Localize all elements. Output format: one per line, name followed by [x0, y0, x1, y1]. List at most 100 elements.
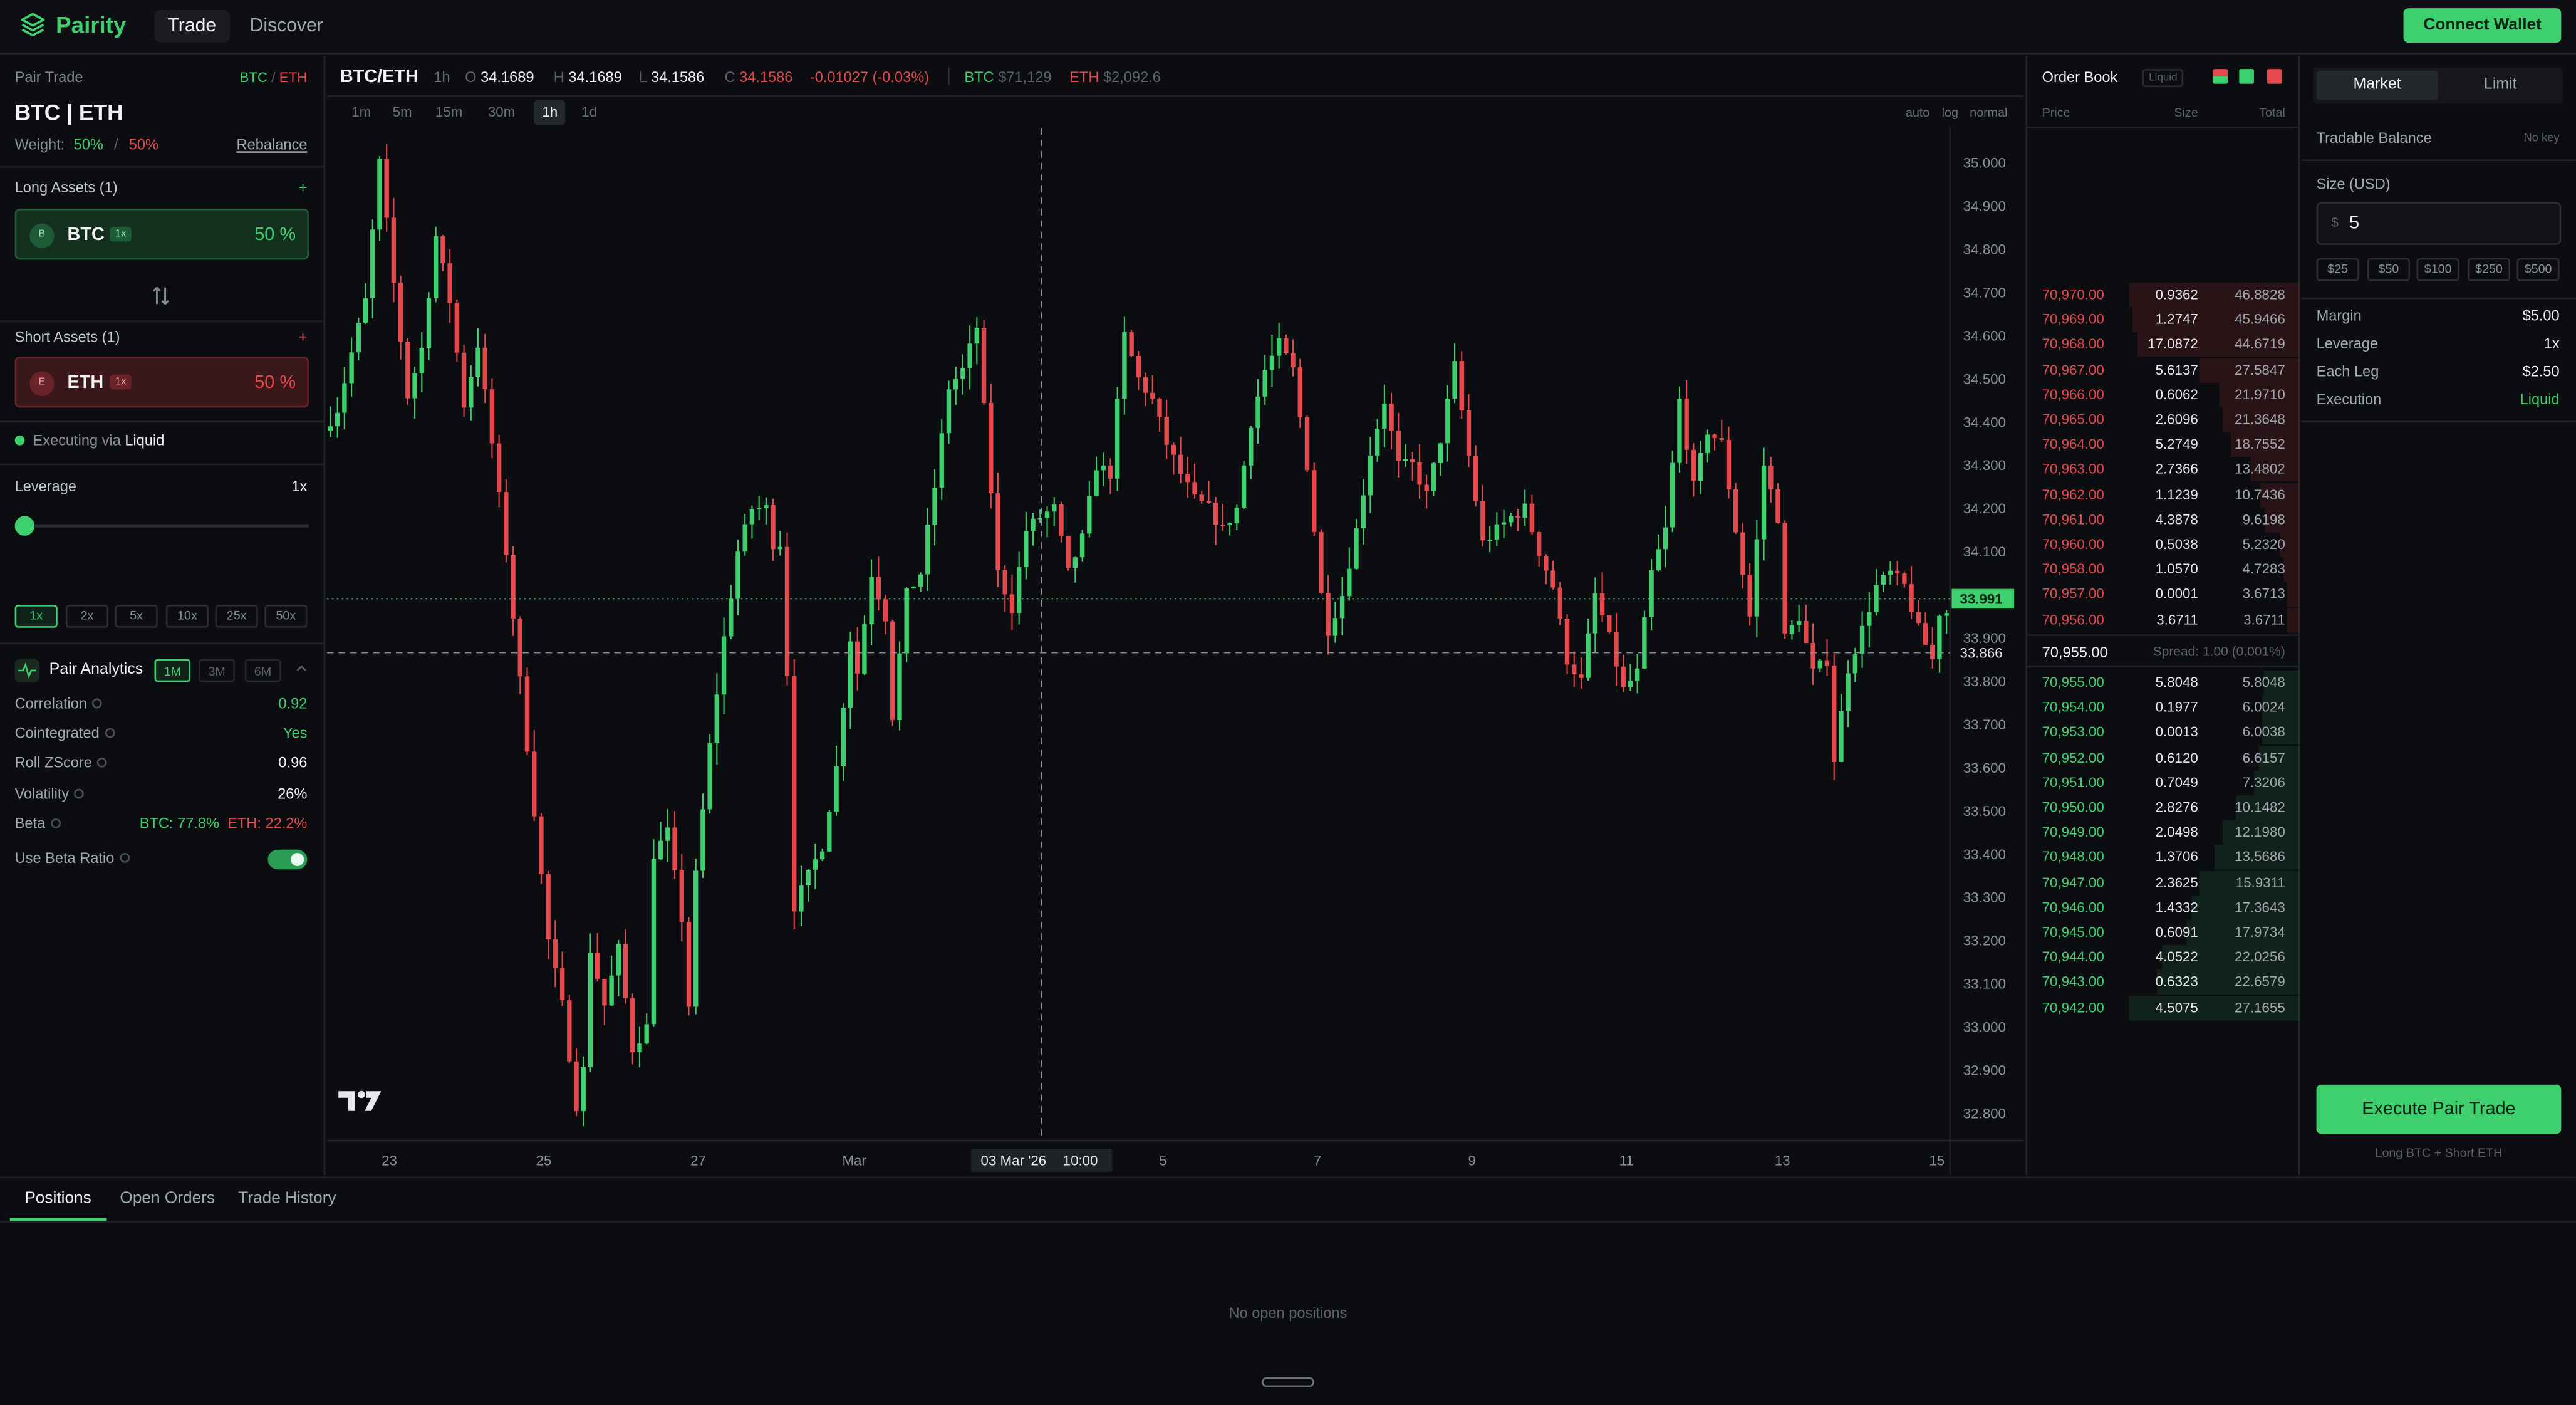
candle-body[interactable] — [1726, 440, 1732, 489]
ask-row[interactable]: 70,957.00 0.0001 3.6713 — [2027, 582, 2300, 607]
bid-row[interactable]: 70,948.00 1.3706 13.5686 — [2027, 845, 2300, 870]
tab-market[interactable]: Market — [2316, 70, 2438, 100]
candle-body[interactable] — [1249, 427, 1254, 466]
candle-body[interactable] — [1009, 594, 1015, 614]
candle-body[interactable] — [1178, 454, 1183, 474]
candle-body[interactable] — [391, 217, 397, 283]
candle-body[interactable] — [1480, 501, 1485, 541]
candle-body[interactable] — [1796, 621, 1802, 625]
bid-row[interactable]: 70,952.00 0.6120 6.6157 — [2027, 745, 2300, 770]
candle-body[interactable] — [1649, 570, 1654, 617]
candle-body[interactable] — [1466, 410, 1472, 456]
candle-body[interactable] — [1297, 367, 1302, 417]
candle-body[interactable] — [1417, 462, 1422, 485]
quick-size-25[interactable]: $25 — [2316, 258, 2359, 281]
candle-body[interactable] — [1852, 654, 1858, 674]
candle-body[interactable] — [377, 159, 382, 230]
bid-row[interactable]: 70,942.00 4.5075 27.1655 — [2027, 995, 2300, 1020]
candle-body[interactable] — [1916, 612, 1921, 624]
candle-body[interactable] — [1452, 361, 1457, 399]
candle-body[interactable] — [1276, 338, 1282, 356]
candle-body[interactable] — [672, 827, 677, 870]
ask-row[interactable]: 70,970.00 0.9362 46.8828 — [2027, 283, 2300, 308]
candle-body[interactable] — [1572, 664, 1577, 675]
candle-body[interactable] — [1072, 557, 1078, 568]
candle-body[interactable] — [447, 263, 452, 303]
candle-body[interactable] — [827, 812, 832, 852]
candle-body[interactable] — [1719, 437, 1724, 441]
candle-body[interactable] — [1607, 615, 1612, 632]
candle-body[interactable] — [1550, 570, 1555, 588]
candle-body[interactable] — [384, 159, 389, 218]
resize-handle[interactable] — [1262, 1377, 1314, 1387]
quick-size-50[interactable]: $50 — [2367, 258, 2411, 281]
ask-row[interactable]: 70,962.00 1.1239 10.7436 — [2027, 482, 2300, 508]
ask-row[interactable]: 70,963.00 2.7366 13.4802 — [2027, 457, 2300, 483]
candle-body[interactable] — [1789, 625, 1795, 634]
ask-row[interactable]: 70,964.00 5.2749 18.7552 — [2027, 432, 2300, 457]
candle-body[interactable] — [946, 389, 952, 434]
rebalance-link[interactable]: Rebalance — [236, 136, 308, 153]
candle-body[interactable] — [897, 653, 902, 721]
candle-body[interactable] — [1438, 443, 1443, 464]
candle-body[interactable] — [1382, 404, 1387, 429]
candle-body[interactable] — [834, 766, 839, 812]
candle-body[interactable] — [1262, 370, 1267, 397]
candle-body[interactable] — [1501, 522, 1507, 525]
bid-row[interactable]: 70,949.00 2.0498 12.1980 — [2027, 820, 2300, 845]
bid-row[interactable]: 70,945.00 0.6091 17.9734 — [2027, 920, 2300, 945]
candle-body[interactable] — [1284, 338, 1289, 353]
candle-body[interactable] — [1087, 496, 1092, 534]
chevron-up-icon[interactable] — [294, 661, 309, 680]
leverage-option-2x[interactable]: 2x — [65, 605, 109, 628]
candle-body[interactable] — [546, 874, 551, 939]
candle-body[interactable] — [511, 555, 516, 619]
candle-body[interactable] — [1199, 494, 1204, 501]
candle-body[interactable] — [1037, 518, 1042, 520]
candle-body[interactable] — [1234, 508, 1240, 523]
candle-body[interactable] — [841, 708, 846, 766]
candle-body[interactable] — [756, 508, 762, 509]
candle-body[interactable] — [1354, 528, 1359, 569]
ask-row[interactable]: 70,967.00 5.6137 27.5847 — [2027, 357, 2300, 382]
info-icon[interactable] — [96, 757, 107, 768]
candle-body[interactable] — [658, 840, 663, 859]
candle-body[interactable] — [489, 389, 495, 444]
candle-body[interactable] — [581, 1067, 586, 1112]
long-asset-card[interactable]: B BTC 1x 50 % — [14, 209, 309, 260]
candle-body[interactable] — [1867, 612, 1872, 626]
candle-body[interactable] — [974, 328, 980, 344]
logo[interactable]: Pairity — [19, 11, 126, 38]
candle-body[interactable] — [862, 624, 867, 674]
candle-body[interactable] — [1509, 516, 1514, 523]
scale-normal[interactable]: normal — [1970, 105, 2008, 120]
candle-body[interactable] — [1536, 531, 1542, 556]
candle-body[interactable] — [1326, 593, 1331, 636]
bid-row[interactable]: 70,955.00 5.8048 5.8048 — [2027, 670, 2300, 696]
candle-body[interactable] — [911, 586, 917, 589]
tradingview-logo[interactable] — [338, 1090, 382, 1111]
candle-body[interactable] — [1374, 429, 1380, 456]
candle-body[interactable] — [1424, 484, 1429, 492]
candle-body[interactable] — [1220, 525, 1225, 526]
candle-body[interactable] — [981, 328, 987, 403]
candle-body[interactable] — [349, 352, 354, 384]
candle-body[interactable] — [434, 236, 439, 298]
candle-body[interactable] — [595, 953, 600, 979]
candle-body[interactable] — [1839, 711, 1844, 762]
candle-body[interactable] — [335, 412, 340, 427]
interval-5m[interactable]: 5m — [392, 103, 412, 120]
candle-body[interactable] — [1599, 593, 1605, 616]
scale-auto[interactable]: auto — [1905, 105, 1930, 120]
candle-body[interactable] — [1544, 556, 1549, 571]
candle-body[interactable] — [1192, 482, 1197, 495]
candle-body[interactable] — [679, 870, 684, 922]
candle-body[interactable] — [623, 944, 628, 998]
candle-body[interactable] — [1213, 503, 1218, 525]
candle-body[interactable] — [1164, 417, 1169, 445]
candle-body[interactable] — [792, 676, 797, 912]
candle-body[interactable] — [1754, 539, 1760, 617]
candle-body[interactable] — [1804, 621, 1809, 643]
candle-body[interactable] — [721, 636, 727, 695]
candle-body[interactable] — [475, 347, 480, 377]
